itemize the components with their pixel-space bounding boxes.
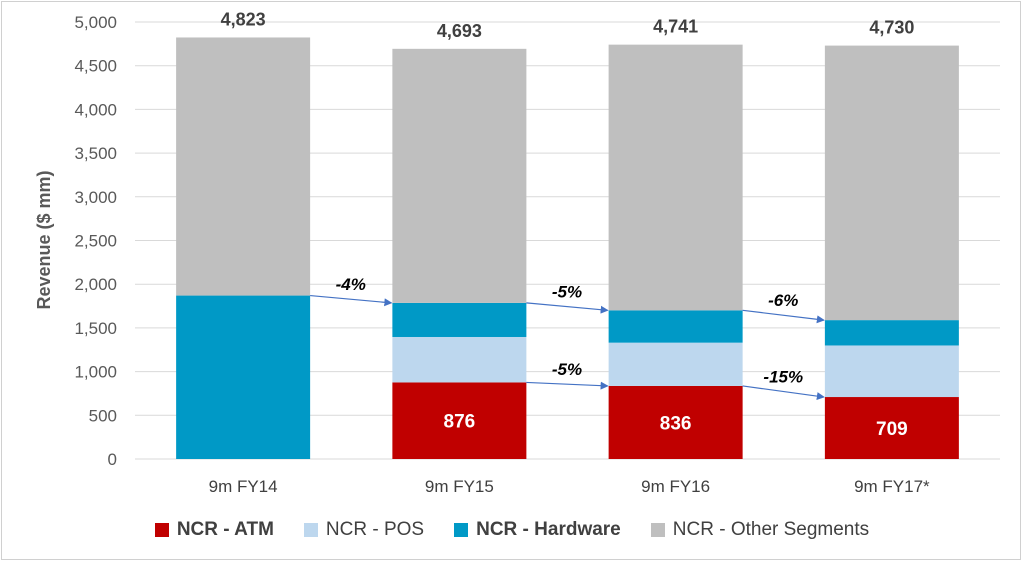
- y-tick-label: 2,500: [74, 232, 117, 251]
- y-tick-label: 3,000: [74, 188, 117, 207]
- growth-annotation: -6%: [768, 291, 798, 310]
- growth-arrow: [310, 294, 393, 307]
- y-tick-label: 4,000: [74, 100, 117, 119]
- growth-arrow: [742, 309, 825, 324]
- y-tick-label: 3,500: [74, 144, 117, 163]
- x-tick-label: 9m FY16: [641, 477, 710, 496]
- bar-value-label: 876: [444, 412, 476, 433]
- legend-swatch: [454, 523, 469, 537]
- bar-total-label: 4,730: [869, 18, 914, 38]
- legend-label: NCR - Other Segments: [672, 519, 870, 540]
- bar-total-label: 4,693: [437, 21, 482, 41]
- bar-value-label: 836: [660, 413, 692, 434]
- y-tick-label: 500: [89, 406, 117, 425]
- growth-arrow: [526, 302, 609, 314]
- bar-value-label: 709: [876, 419, 908, 440]
- legend: NCR - ATM NCR - POS NCR - Hardware NCR - Ot…: [0, 515, 1024, 545]
- bar-total-label: 4,823: [221, 9, 266, 29]
- growth-annotation: -4%: [336, 275, 366, 294]
- legend-swatch: [650, 523, 665, 537]
- y-tick-label: 0: [108, 450, 117, 469]
- growth-arrows: [310, 294, 825, 401]
- bar-segment-ncr-hardware: [824, 320, 959, 346]
- x-tick-label: 9m FY14: [209, 477, 278, 496]
- legend-item: NCR - ATM: [154, 519, 274, 541]
- growth-annotation: -5%: [552, 283, 582, 302]
- x-tick-label: 9m FY17*: [854, 477, 930, 496]
- bar-segment-ncr-other-segments: [176, 37, 311, 296]
- bar-segment-ncr-atm: [824, 397, 959, 459]
- bar-segment-ncr-hardware: [392, 302, 527, 337]
- legend-label: NCR - ATM: [176, 519, 274, 540]
- bar-segment-ncr-other-segments: [824, 45, 959, 321]
- growth-annotation: -5%: [552, 360, 582, 379]
- legend-swatch: [154, 523, 169, 537]
- bar-segment-ncr-other-segments: [608, 44, 743, 311]
- bar-segment-ncr-atm: [608, 385, 743, 459]
- bar-total-label: 4,741: [653, 17, 698, 37]
- y-tick-label: 1,000: [74, 363, 117, 382]
- bar-segment-ncr-atm: [392, 382, 527, 459]
- bar-segment-ncr-pos: [824, 345, 959, 398]
- growth-arrow: [742, 385, 825, 401]
- x-tick-label: 9m FY15: [425, 477, 494, 496]
- chart-area: 0 500 1,000 1,500 2,000 2,500 3,000 3,500 4,000 4…: [34, 9, 1000, 496]
- y-tick-label: 2,000: [74, 275, 117, 294]
- growth-annotation: -15%: [763, 367, 803, 386]
- y-tick-label: 1,500: [74, 319, 117, 338]
- growth-arrow: [526, 381, 609, 390]
- bar-segment-ncr-hardware: [176, 295, 311, 459]
- bar-segment-ncr-other-segments: [392, 48, 527, 303]
- bar-segment-ncr-hardware: [608, 310, 743, 343]
- legend-swatch: [303, 523, 318, 537]
- y-tick-label: 4,500: [74, 57, 117, 76]
- bars: [176, 37, 959, 459]
- y-tick-label: 5,000: [74, 13, 117, 32]
- labels: 0 500 1,000 1,500 2,000 2,500 3,000 3,500 4,000 4…: [74, 9, 930, 496]
- y-axis-label: Revenue ($ mm): [34, 170, 54, 309]
- legend-item: NCR - Hardware: [454, 519, 621, 541]
- legend-item: NCR - POS: [303, 519, 425, 541]
- legend-label: NCR - POS: [325, 519, 425, 540]
- legend-label: NCR - Hardware: [476, 519, 621, 540]
- bar-segment-ncr-pos: [608, 342, 743, 386]
- legend-item: NCR - Other Segments: [650, 519, 870, 541]
- bar-segment-ncr-pos: [392, 336, 527, 383]
